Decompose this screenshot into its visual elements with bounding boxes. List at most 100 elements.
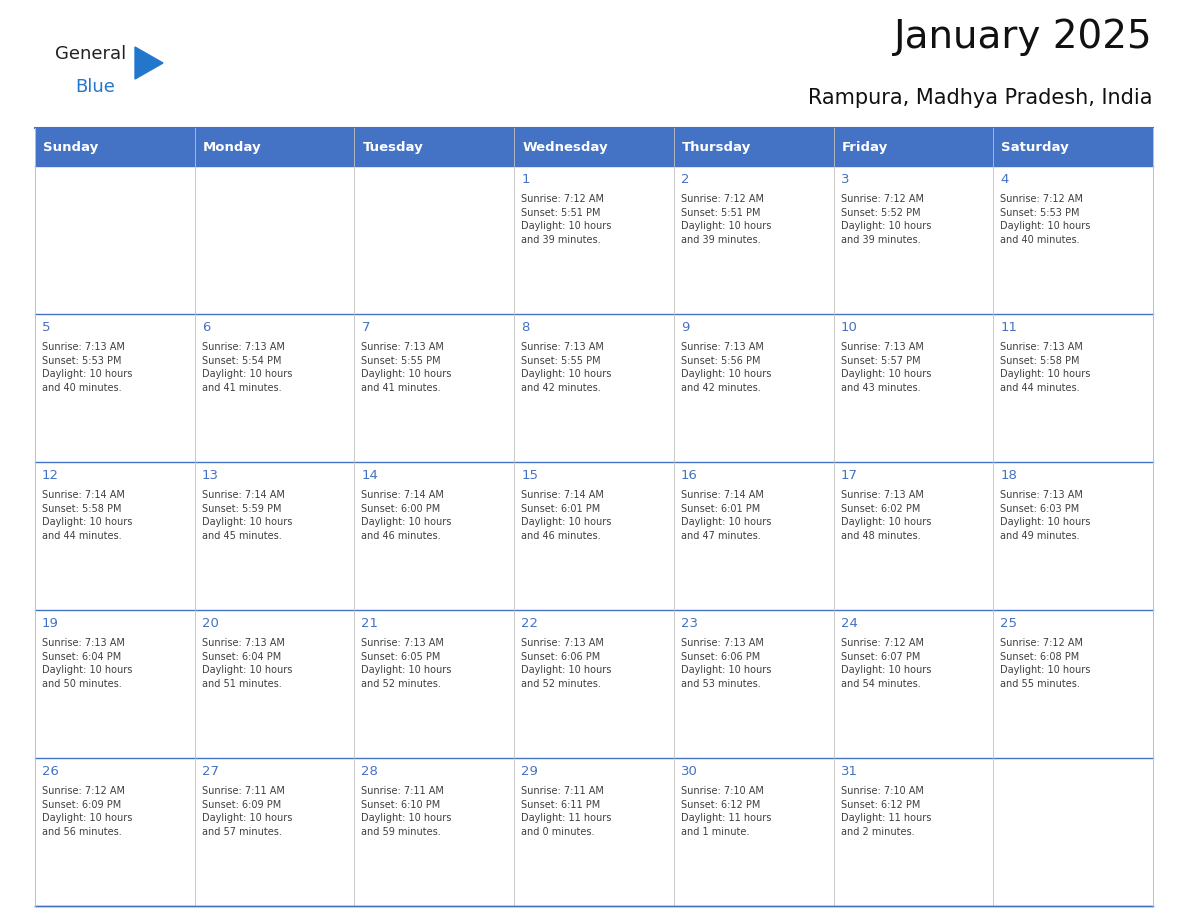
Bar (674, 610, 834, 758)
Text: Sunrise: 7:12 AM
Sunset: 6:07 PM
Daylight: 10 hours
and 54 minutes.: Sunrise: 7:12 AM Sunset: 6:07 PM Dayligh… (841, 638, 931, 688)
Text: 29: 29 (522, 765, 538, 778)
Text: Sunrise: 7:10 AM
Sunset: 6:12 PM
Daylight: 11 hours
and 1 minute.: Sunrise: 7:10 AM Sunset: 6:12 PM Dayligh… (681, 786, 771, 837)
Bar (993, 128, 1154, 166)
Bar (834, 758, 993, 906)
Bar (993, 610, 1154, 758)
Text: Sunrise: 7:12 AM
Sunset: 5:51 PM
Daylight: 10 hours
and 39 minutes.: Sunrise: 7:12 AM Sunset: 5:51 PM Dayligh… (522, 194, 612, 245)
Text: Sunrise: 7:10 AM
Sunset: 6:12 PM
Daylight: 11 hours
and 2 minutes.: Sunrise: 7:10 AM Sunset: 6:12 PM Dayligh… (841, 786, 931, 837)
Bar (195, 610, 354, 758)
Text: 23: 23 (681, 617, 697, 630)
Text: 22: 22 (522, 617, 538, 630)
Text: January 2025: January 2025 (895, 18, 1154, 56)
Text: Blue: Blue (75, 78, 115, 96)
Text: 19: 19 (42, 617, 59, 630)
Text: General: General (55, 45, 126, 63)
Bar (674, 128, 834, 166)
Text: 3: 3 (841, 173, 849, 186)
Text: Tuesday: Tuesday (362, 140, 423, 153)
Bar (195, 128, 354, 166)
Text: Rampura, Madhya Pradesh, India: Rampura, Madhya Pradesh, India (809, 88, 1154, 108)
Text: Sunrise: 7:13 AM
Sunset: 6:05 PM
Daylight: 10 hours
and 52 minutes.: Sunrise: 7:13 AM Sunset: 6:05 PM Dayligh… (361, 638, 451, 688)
Bar (354, 166, 514, 314)
Text: Sunrise: 7:11 AM
Sunset: 6:11 PM
Daylight: 11 hours
and 0 minutes.: Sunrise: 7:11 AM Sunset: 6:11 PM Dayligh… (522, 786, 612, 837)
Bar (834, 462, 993, 610)
Text: 12: 12 (42, 469, 59, 482)
Bar (993, 314, 1154, 462)
Text: Sunrise: 7:13 AM
Sunset: 5:56 PM
Daylight: 10 hours
and 42 minutes.: Sunrise: 7:13 AM Sunset: 5:56 PM Dayligh… (681, 342, 771, 393)
Bar (674, 166, 834, 314)
Bar (195, 314, 354, 462)
Text: Sunrise: 7:12 AM
Sunset: 5:53 PM
Daylight: 10 hours
and 40 minutes.: Sunrise: 7:12 AM Sunset: 5:53 PM Dayligh… (1000, 194, 1091, 245)
Text: 27: 27 (202, 765, 219, 778)
Text: 31: 31 (841, 765, 858, 778)
Bar (34, 610, 195, 758)
Text: Sunrise: 7:14 AM
Sunset: 6:01 PM
Daylight: 10 hours
and 46 minutes.: Sunrise: 7:14 AM Sunset: 6:01 PM Dayligh… (522, 490, 612, 541)
Text: Sunrise: 7:12 AM
Sunset: 6:09 PM
Daylight: 10 hours
and 56 minutes.: Sunrise: 7:12 AM Sunset: 6:09 PM Dayligh… (42, 786, 132, 837)
Text: Sunrise: 7:13 AM
Sunset: 6:04 PM
Daylight: 10 hours
and 50 minutes.: Sunrise: 7:13 AM Sunset: 6:04 PM Dayligh… (42, 638, 132, 688)
Text: Sunrise: 7:13 AM
Sunset: 5:57 PM
Daylight: 10 hours
and 43 minutes.: Sunrise: 7:13 AM Sunset: 5:57 PM Dayligh… (841, 342, 931, 393)
Bar (354, 128, 514, 166)
Bar (34, 314, 195, 462)
Text: 1: 1 (522, 173, 530, 186)
Text: Sunrise: 7:13 AM
Sunset: 5:53 PM
Daylight: 10 hours
and 40 minutes.: Sunrise: 7:13 AM Sunset: 5:53 PM Dayligh… (42, 342, 132, 393)
Text: 13: 13 (202, 469, 219, 482)
Bar (514, 758, 674, 906)
Text: Sunrise: 7:14 AM
Sunset: 6:01 PM
Daylight: 10 hours
and 47 minutes.: Sunrise: 7:14 AM Sunset: 6:01 PM Dayligh… (681, 490, 771, 541)
Bar (674, 758, 834, 906)
Text: Sunrise: 7:11 AM
Sunset: 6:09 PM
Daylight: 10 hours
and 57 minutes.: Sunrise: 7:11 AM Sunset: 6:09 PM Dayligh… (202, 786, 292, 837)
Bar (34, 166, 195, 314)
Text: 4: 4 (1000, 173, 1009, 186)
Bar (514, 314, 674, 462)
Text: 11: 11 (1000, 321, 1017, 334)
Bar (834, 610, 993, 758)
Text: Friday: Friday (841, 140, 887, 153)
Text: Wednesday: Wednesday (523, 140, 608, 153)
Bar (674, 314, 834, 462)
Text: 28: 28 (361, 765, 378, 778)
Text: 20: 20 (202, 617, 219, 630)
Text: 10: 10 (841, 321, 858, 334)
Text: Sunrise: 7:13 AM
Sunset: 6:06 PM
Daylight: 10 hours
and 53 minutes.: Sunrise: 7:13 AM Sunset: 6:06 PM Dayligh… (681, 638, 771, 688)
Bar (354, 758, 514, 906)
Text: 16: 16 (681, 469, 697, 482)
Text: Saturday: Saturday (1001, 140, 1069, 153)
Bar (354, 314, 514, 462)
Text: 5: 5 (42, 321, 51, 334)
Text: 2: 2 (681, 173, 689, 186)
Bar (195, 462, 354, 610)
Bar (354, 462, 514, 610)
Bar (34, 128, 195, 166)
Bar (993, 758, 1154, 906)
Bar (674, 462, 834, 610)
Bar (354, 610, 514, 758)
Bar (514, 128, 674, 166)
Bar (195, 758, 354, 906)
Text: Sunrise: 7:13 AM
Sunset: 5:55 PM
Daylight: 10 hours
and 41 minutes.: Sunrise: 7:13 AM Sunset: 5:55 PM Dayligh… (361, 342, 451, 393)
Text: Sunrise: 7:11 AM
Sunset: 6:10 PM
Daylight: 10 hours
and 59 minutes.: Sunrise: 7:11 AM Sunset: 6:10 PM Dayligh… (361, 786, 451, 837)
Bar (34, 758, 195, 906)
Text: 26: 26 (42, 765, 59, 778)
Text: Sunrise: 7:14 AM
Sunset: 6:00 PM
Daylight: 10 hours
and 46 minutes.: Sunrise: 7:14 AM Sunset: 6:00 PM Dayligh… (361, 490, 451, 541)
Bar (195, 166, 354, 314)
Text: 15: 15 (522, 469, 538, 482)
Bar (34, 462, 195, 610)
Text: 18: 18 (1000, 469, 1017, 482)
Text: Thursday: Thursday (682, 140, 751, 153)
Text: 30: 30 (681, 765, 697, 778)
Text: Monday: Monday (203, 140, 261, 153)
Text: Sunrise: 7:13 AM
Sunset: 5:54 PM
Daylight: 10 hours
and 41 minutes.: Sunrise: 7:13 AM Sunset: 5:54 PM Dayligh… (202, 342, 292, 393)
Text: Sunrise: 7:12 AM
Sunset: 5:51 PM
Daylight: 10 hours
and 39 minutes.: Sunrise: 7:12 AM Sunset: 5:51 PM Dayligh… (681, 194, 771, 245)
Text: 8: 8 (522, 321, 530, 334)
Text: Sunrise: 7:13 AM
Sunset: 6:06 PM
Daylight: 10 hours
and 52 minutes.: Sunrise: 7:13 AM Sunset: 6:06 PM Dayligh… (522, 638, 612, 688)
Text: 7: 7 (361, 321, 369, 334)
Text: Sunrise: 7:13 AM
Sunset: 6:03 PM
Daylight: 10 hours
and 49 minutes.: Sunrise: 7:13 AM Sunset: 6:03 PM Dayligh… (1000, 490, 1091, 541)
Text: Sunrise: 7:13 AM
Sunset: 6:04 PM
Daylight: 10 hours
and 51 minutes.: Sunrise: 7:13 AM Sunset: 6:04 PM Dayligh… (202, 638, 292, 688)
Bar (834, 166, 993, 314)
Bar (514, 610, 674, 758)
Bar (834, 128, 993, 166)
Bar (834, 314, 993, 462)
Text: Sunrise: 7:14 AM
Sunset: 5:58 PM
Daylight: 10 hours
and 44 minutes.: Sunrise: 7:14 AM Sunset: 5:58 PM Dayligh… (42, 490, 132, 541)
Polygon shape (135, 47, 163, 79)
Text: 21: 21 (361, 617, 379, 630)
Text: 9: 9 (681, 321, 689, 334)
